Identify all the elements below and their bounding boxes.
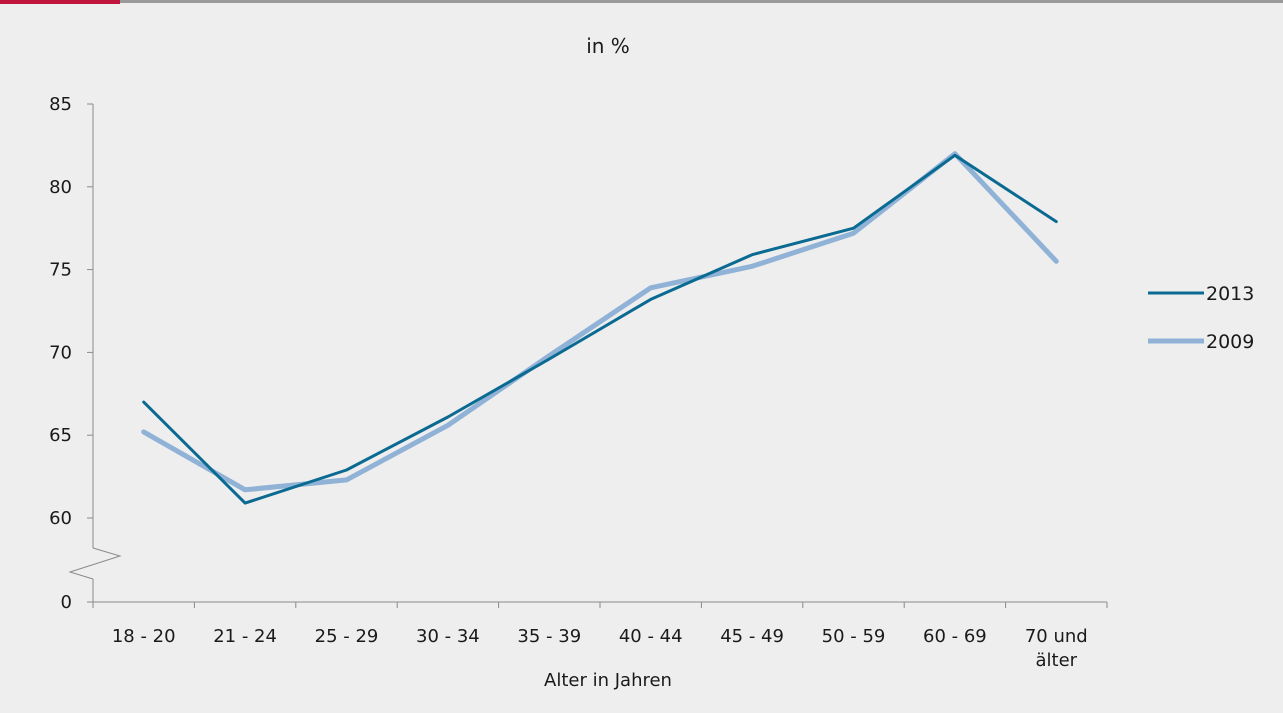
y-tick-label: 65 [49,425,72,446]
x-tick-label: 50 - 59 [822,626,886,647]
x-ticks: 18 - 20 21 - 24 25 - 29 30 - 34 35 - 39 40 - … [92,602,1108,671]
x-axis-label: Alter in Jahren [544,670,672,691]
y-tick-label: 70 [49,342,72,363]
x-tick-label: 35 - 39 [517,626,581,647]
legend: 2013 2009 [1148,283,1254,353]
y-tick-label: 85 [49,94,72,115]
top-accent-bar [0,0,120,4]
y-axis-break [68,547,122,580]
series-line-2013 [142,153,1058,505]
x-tick-label: 45 - 49 [720,626,784,647]
y-ticks: 0 60 65 70 75 80 85 [49,94,93,613]
y-tick-label: 60 [49,508,72,529]
x-tick-label: 30 - 34 [416,626,480,647]
series-line-2009 [141,151,1059,493]
top-rule [0,0,1283,3]
chart-title: in % [586,34,630,58]
axes [68,104,1107,603]
legend-label: 2013 [1206,283,1254,305]
y-tick-label: 0 [61,592,72,613]
y-tick-label: 75 [49,260,72,281]
x-tick-label: 40 - 44 [619,626,683,647]
x-tick-label: 18 - 20 [112,626,176,647]
x-tick-label: 21 - 24 [213,626,277,647]
series-lines [141,151,1059,505]
x-tick-label: 70 und älter [1025,626,1088,671]
legend-label: 2009 [1206,331,1254,353]
x-tick-label: 25 - 29 [315,626,379,647]
y-tick-label: 80 [49,177,72,198]
x-tick-label: 60 - 69 [923,626,987,647]
